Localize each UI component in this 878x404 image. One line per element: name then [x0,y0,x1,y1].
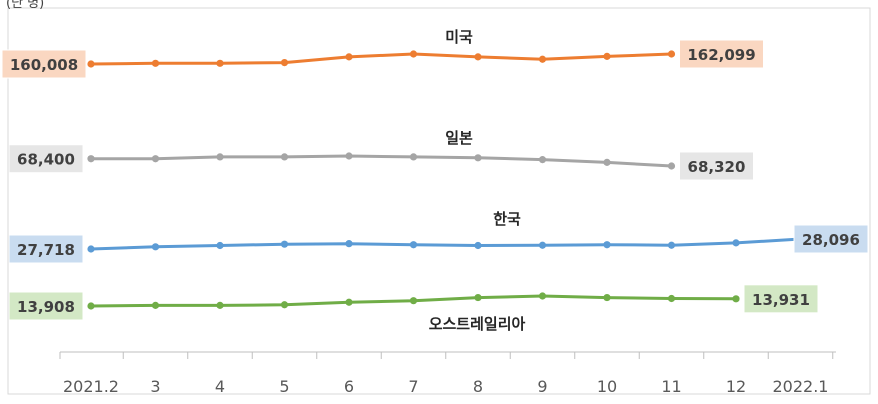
data-point [603,158,611,166]
x-tick-label: 11 [661,377,681,396]
x-tick-label: 2022.1 [773,377,829,396]
data-point [280,240,289,248]
data-point [474,293,482,302]
start-value-label-box [1,49,87,79]
data-point [151,155,160,163]
end-value-label-text: 162,099 [687,46,755,64]
data-point [474,241,482,250]
end-value-label-box [679,39,764,69]
start-value-label: 13,908 [8,291,84,321]
series-line [89,154,673,168]
x-tick-label: 3 [150,377,160,396]
x-tick-label: 9 [537,377,547,396]
x-tick-label: 8 [473,377,483,396]
start-value-label: 68,400 [8,144,84,174]
data-point [280,153,289,161]
data-point [409,241,418,249]
series-name-label: 일본 [445,129,473,147]
data-point [216,59,224,67]
x-tick-label: 2021.2 [63,377,119,396]
start-value-label-box [8,144,84,174]
start-value-label-text: 27,718 [17,241,75,259]
end-value-label-text: 13,931 [752,291,810,309]
data-point [667,294,676,303]
end-value-label-box [793,224,869,254]
x-tick-label: 4 [215,377,225,396]
data-point [538,156,547,164]
start-value-label-box [8,291,84,321]
start-value-label: 160,008 [1,49,87,79]
data-point [87,60,95,68]
end-value-label-text: 28,096 [802,231,860,249]
start-value-label-box [8,234,84,264]
start-value-label-text: 13,908 [17,298,75,316]
data-point [151,243,160,251]
data-point [603,241,611,249]
data-point [87,155,95,163]
end-value-label-box [679,151,754,181]
end-value-label: 28,096 [793,224,869,254]
data-point [345,152,353,160]
data-point [87,245,95,253]
x-tick-label: 10 [597,377,617,396]
data-point [538,55,547,63]
data-point [603,52,611,60]
data-point [151,59,160,67]
data-point [603,293,611,302]
data-point [280,301,289,309]
series-name-label: 오스트레일리아 [429,315,526,333]
data-point [345,298,353,306]
data-point [345,53,353,61]
data-point [87,302,95,310]
data-point [732,239,740,247]
series-line [89,52,673,66]
data-point [216,241,224,250]
x-tick-label: 6 [344,377,354,396]
data-point [474,53,482,61]
series-layer [87,50,805,310]
x-tick-label: 7 [408,377,418,396]
series-line [89,237,802,251]
x-tick-label: 5 [279,377,289,396]
data-point [216,153,224,161]
end-value-label: 68,320 [679,151,754,181]
unit-label: (단 명) [6,0,44,11]
data-point [216,301,224,309]
end-value-label-text: 68,320 [688,158,746,176]
x-axis: 2021.2 3 4 5 6 7 8 9 10 11 12 2022.1 [59,351,836,396]
data-point [667,50,676,58]
data-point [538,292,547,300]
data-point [732,295,740,303]
label-layer: 미국 160,008 162,099 일본 68,400 68,320 한국 27,718 28… [1,28,869,333]
series-0 [87,50,676,68]
data-point [409,297,418,305]
end-value-label-box [743,284,819,314]
plot-frame [7,7,871,395]
data-point [409,153,418,161]
data-point [667,162,676,170]
end-value-label: 13,931 [743,284,819,314]
series-name-label: 미국 [445,28,473,46]
end-value-label: 162,099 [679,39,764,69]
start-value-label-text: 160,008 [10,56,78,74]
data-point [280,59,289,67]
data-point [345,240,353,248]
x-tick-label: 12 [726,377,746,396]
series-3 [87,292,740,310]
start-value-label-text: 68,400 [17,151,75,169]
data-point [409,50,418,58]
data-point [151,301,160,309]
series-1 [87,152,676,170]
series-name-label: 한국 [493,210,521,228]
data-point [667,241,676,249]
data-point [474,154,482,162]
data-point [538,241,547,249]
start-value-label: 27,718 [8,234,84,264]
